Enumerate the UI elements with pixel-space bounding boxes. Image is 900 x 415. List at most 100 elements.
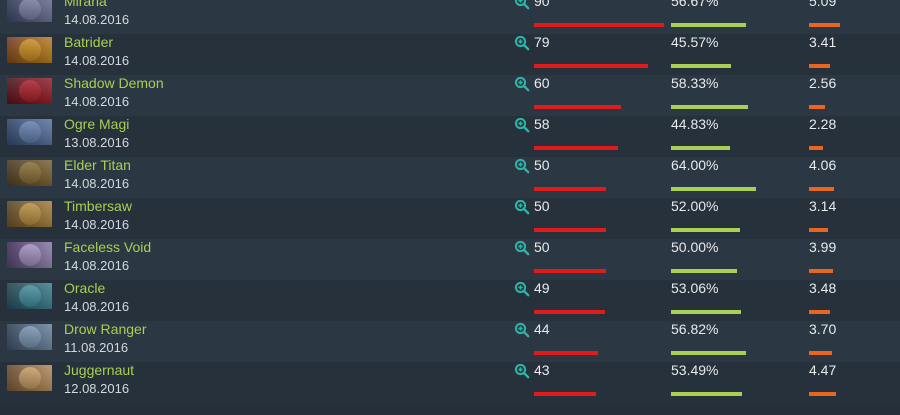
matches-bar xyxy=(534,105,621,109)
kda-bar xyxy=(809,146,823,150)
matches-bar xyxy=(534,228,606,232)
magnifier-plus-icon[interactable] xyxy=(514,322,530,338)
hero-name-link[interactable]: Elder Titan xyxy=(64,157,131,173)
hero-portrait-shade xyxy=(7,119,52,145)
table-row: Shadow Demon 14.08.2016 60 58.33% 2.56 xyxy=(0,75,900,116)
matches-count: 79 xyxy=(534,34,550,50)
matches-bar xyxy=(534,310,605,314)
hero-portrait-figure xyxy=(19,39,41,61)
table-row: Ogre Magi 13.08.2016 58 44.83% 2.28 xyxy=(0,116,900,157)
hero-portrait[interactable] xyxy=(7,324,52,350)
matches-count: 43 xyxy=(534,362,550,378)
hero-portrait[interactable] xyxy=(7,0,52,22)
kda-ratio: 3.99 xyxy=(809,239,837,255)
hero-name-link[interactable]: Drow Ranger xyxy=(64,321,147,337)
hero-portrait-figure xyxy=(19,244,41,266)
win-rate: 50.00% xyxy=(671,239,719,255)
hero-portrait[interactable] xyxy=(7,242,52,268)
hero-name-link[interactable]: Mirana xyxy=(64,0,107,9)
hero-portrait-figure xyxy=(19,203,41,225)
matches-count: 90 xyxy=(534,0,550,9)
last-match-date: 11.08.2016 xyxy=(64,340,129,355)
hero-name-link[interactable]: Faceless Void xyxy=(64,239,152,255)
hero-portrait-figure xyxy=(19,326,41,348)
table-row: Juggernaut 12.08.2016 43 53.49% 4.47 xyxy=(0,362,900,403)
last-match-date: 14.08.2016 xyxy=(64,94,130,109)
magnifier-plus-icon[interactable] xyxy=(514,158,530,174)
kda-bar xyxy=(809,187,834,191)
hero-portrait[interactable] xyxy=(7,119,52,145)
win-rate-bar xyxy=(671,310,741,314)
hero-portrait-shade xyxy=(7,283,52,309)
matches-count: 44 xyxy=(534,321,550,337)
hero-portrait-shade xyxy=(7,324,52,350)
magnifier-plus-icon[interactable] xyxy=(514,281,530,297)
kda-ratio: 4.47 xyxy=(809,362,837,378)
magnifier-plus-icon[interactable] xyxy=(514,76,530,92)
hero-name-link[interactable]: Shadow Demon xyxy=(64,75,164,91)
hero-name-link[interactable]: Timbersaw xyxy=(64,198,132,214)
hero-portrait-figure xyxy=(19,285,41,307)
magnifier-plus-icon[interactable] xyxy=(514,199,530,215)
hero-portrait[interactable] xyxy=(7,160,52,186)
win-rate: 56.67% xyxy=(671,0,719,9)
matches-bar xyxy=(534,351,598,355)
hero-portrait-shade xyxy=(7,78,52,104)
hero-portrait[interactable] xyxy=(7,283,52,309)
kda-ratio: 2.28 xyxy=(809,116,837,132)
hero-name-link[interactable]: Oracle xyxy=(64,280,106,296)
last-match-date: 14.08.2016 xyxy=(64,299,130,314)
magnifier-plus-icon[interactable] xyxy=(514,35,530,51)
last-match-date: 14.08.2016 xyxy=(64,217,130,232)
hero-portrait-shade xyxy=(7,365,52,391)
kda-ratio: 3.41 xyxy=(809,34,837,50)
win-rate-bar xyxy=(671,187,756,191)
kda-bar xyxy=(809,351,832,355)
last-match-date: 14.08.2016 xyxy=(64,12,130,27)
matches-bar xyxy=(534,23,664,27)
magnifier-plus-icon[interactable] xyxy=(514,0,530,10)
hero-name-link[interactable]: Ogre Magi xyxy=(64,116,130,132)
hero-portrait[interactable] xyxy=(7,201,52,227)
hero-name-link[interactable]: Juggernaut xyxy=(64,362,135,378)
matches-count: 49 xyxy=(534,280,550,296)
hero-name-link[interactable]: Batrider xyxy=(64,34,114,50)
magnifier-plus-icon[interactable] xyxy=(514,240,530,256)
hero-portrait-shade xyxy=(7,0,52,22)
hero-portrait[interactable] xyxy=(7,37,52,63)
table-row: Mirana 14.08.2016 90 56.67% 5.09 xyxy=(0,0,900,34)
matches-count: 60 xyxy=(534,75,550,91)
last-match-date: 14.08.2016 xyxy=(64,258,130,273)
win-rate: 53.06% xyxy=(671,280,719,296)
kda-ratio: 3.14 xyxy=(809,198,837,214)
hero-portrait-shade xyxy=(7,37,52,63)
table-row: Drow Ranger 11.08.2016 44 56.82% 3.70 xyxy=(0,321,900,362)
win-rate: 58.33% xyxy=(671,75,719,91)
win-rate-bar xyxy=(671,228,740,232)
win-rate: 52.00% xyxy=(671,198,719,214)
matches-bar xyxy=(534,187,606,191)
matches-bar xyxy=(534,269,606,273)
magnifier-plus-icon[interactable] xyxy=(514,363,530,379)
win-rate: 56.82% xyxy=(671,321,719,337)
table-row: Timbersaw 14.08.2016 50 52.00% 3.14 xyxy=(0,198,900,239)
kda-ratio: 5.09 xyxy=(809,0,837,9)
hero-portrait-shade xyxy=(7,242,52,268)
magnifier-plus-icon[interactable] xyxy=(514,117,530,133)
win-rate: 45.57% xyxy=(671,34,719,50)
hero-portrait-figure xyxy=(19,162,41,184)
kda-bar xyxy=(809,228,828,232)
hero-portrait[interactable] xyxy=(7,78,52,104)
matches-count: 58 xyxy=(534,116,550,132)
win-rate: 44.83% xyxy=(671,116,719,132)
kda-bar xyxy=(809,64,830,68)
win-rate: 53.49% xyxy=(671,362,719,378)
matches-bar xyxy=(534,64,648,68)
win-rate: 64.00% xyxy=(671,157,719,173)
hero-portrait[interactable] xyxy=(7,365,52,391)
hero-portrait-shade xyxy=(7,160,52,186)
kda-bar xyxy=(809,269,833,273)
win-rate-bar xyxy=(671,269,737,273)
table-row: Faceless Void 14.08.2016 50 50.00% 3.99 xyxy=(0,239,900,280)
